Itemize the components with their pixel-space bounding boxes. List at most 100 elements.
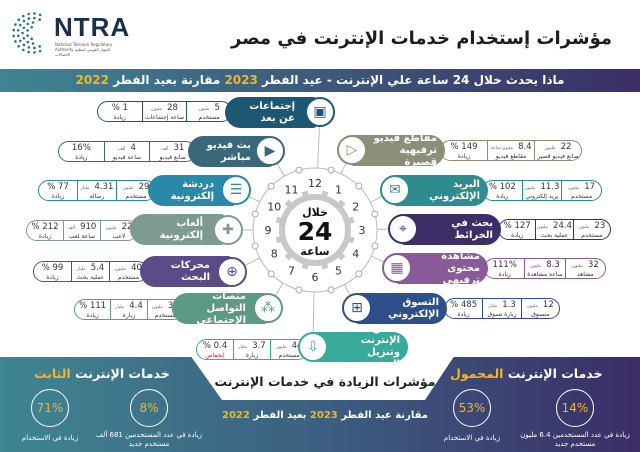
ring-node [327,286,335,294]
stat-value: 0.4 % [202,341,228,351]
banner-year-2022: 2022 [75,73,109,87]
stat-label: ساعة فيديو [112,154,142,161]
mobile-usage-increase: 53% [453,389,491,427]
stat-unit: ألف [118,147,126,152]
stat-label: زيادة [457,311,470,318]
stat-label: زيادة [51,193,65,200]
stat-cell: 11.3 مليون بريد إلكتروني [521,181,562,200]
stat-value: 1.3 [502,300,516,310]
service-title-line: محركات [170,259,210,271]
service-title-line: بحث في [451,217,493,229]
stat-cell: 28 مليون ساعة إجتماعات [141,102,187,121]
stat-label: مستخدم [581,232,603,239]
hour-label: 5 [335,265,342,278]
mobile-usage-label: زيادة في الاستخدام [443,434,501,442]
gamepad-icon: ✚ [213,215,243,245]
browser-download-icon: ⇩ [298,332,328,362]
service-title-line: التسوق [402,296,439,308]
service-stats: 22 مليون صانع فيديو قصير 8.4 مليون ساعة مقا… [440,140,582,161]
service-title-line: ألعاب [176,217,203,229]
stat-cell: 5.4 مليار عملية بحث [71,262,109,281]
page-title: مؤشرات إستخدام خدمات الإنترنت في مصر [231,28,612,49]
stat-label: ساعة إجتماعات [144,114,185,121]
stat-cell: 212 % زيادة [27,221,63,240]
hour-label: 2 [352,201,359,214]
service-title-bar: إجتماعات عن بعد [225,97,317,128]
stat-value: 8.3 [546,260,560,270]
stat-value: 16% [71,143,91,153]
comparison-subtitle: مقارنة عيد الفطر 2023 بعيد الفطر 2022 [222,410,428,421]
stat-value: 11.3 [540,182,560,192]
stat-label: زيارة [245,352,259,359]
stat-cell: 40 مليون مستخدم [109,262,147,281]
service-title-bar: ألعاب إلكترونية [130,214,225,245]
stat-value: 99 % [41,263,64,273]
stat-cell: 149 % زيادة [441,141,487,160]
stat-value: 29 [138,182,150,192]
stat-value: 22 [121,222,133,232]
stat-label: مستخدم [154,312,176,319]
stat-unit: مليون [537,225,548,230]
stat-unit: مليار [115,305,125,310]
stat-cell: 0.4 % إنخفاض [197,340,233,359]
stat-label: صانع فيديو قصير [537,153,579,160]
stat-cell: 77 % زيادة [39,181,77,200]
ring-node [295,166,303,174]
stat-value: 77 % [47,182,69,192]
service-title-line: بث فيديو [206,139,251,151]
stat-label: زيادة [38,233,52,240]
stat-unit: مليون [122,186,134,191]
service-stats: 32 مليون مشاهد 8.3 مليون ساعة مشاهدة 111% زي… [484,258,606,279]
clock-outer-ring [252,167,378,293]
stat-label: عملية بحث [76,274,105,281]
stat-cell: 12 مليون متسوق [520,299,559,318]
fixed-users-increase: 8% [130,389,168,427]
banner-year-2023: 2023 [224,73,258,87]
stat-cell: 102 % زيادة [483,181,522,200]
logo-subtitle: National Telecom Regulatory Authority ال… [55,42,113,57]
ring-node [251,242,259,250]
gift-icon: ▦ [382,253,412,283]
stat-unit: مليار [488,304,498,309]
service-title-line: عن بعد [260,112,296,124]
stat-value: 12 [542,300,554,310]
stat-value: 102 % [488,182,516,192]
stat-label: ساعة لعب [68,233,96,240]
stat-label: زيارة [122,312,136,319]
stat-cell: 23 مليون مستخدم [572,220,610,239]
service-title-line: وتنزيل المحتوى [359,347,400,370]
stat-value: 485 % [450,300,478,310]
service-stats: 17 مليون مستخدم 11.3 مليون بريد إلكتروني 102… [482,180,602,201]
clock-top: خلال [302,206,328,219]
stat-label: متسوق [531,311,550,318]
bottom-background [0,355,640,452]
stat-value: 127 % [503,221,531,231]
chat-icon: ☰ [221,175,251,205]
service-title-bar: منصات التواصل الإجتماعي [172,290,268,326]
service-title-line: منصات التواصل [206,290,246,314]
stat-cell: 485 % زيادة [445,299,482,318]
stat-unit: مليون ساعة [490,146,513,151]
service-title-line: ترفيهية قصيرة [399,144,437,168]
service-title-line: مشاهدة محتوى [441,250,480,274]
stat-label: مشاهد [576,271,594,278]
service-title-bar: مقاطع فيديو ترفيهية قصيرة [350,133,445,168]
clock-gear [279,194,351,266]
stat-label: مستخدم [198,114,220,121]
ring-node [295,286,303,294]
service-stats: 40 مليون مستخدم 5.4 مليار عملية بحث 99 % زيا… [33,261,148,282]
service-title-line: الخرائط [454,229,493,241]
service-title-line: الإلكتروني [388,308,439,320]
service-title-line: دردشة [182,178,214,190]
stat-label: زيادة [457,153,471,160]
hour-label: 4 [352,248,359,261]
stat-value: 111 % [79,301,107,311]
stat-unit: مليار [238,345,248,350]
dotted-globe-icon [12,12,42,54]
stat-cell: 111% زيادة [485,259,524,278]
service-title-line: الإجتماعي [196,314,246,326]
stat-cell: 910 ألف ساعة لعب [63,221,100,240]
stat-cell: 3.7 مليار زيارة [233,340,270,359]
service-title-line: ترفيهي [442,274,480,286]
stat-cell: 1.3 مليار زيارة تسوق [482,299,520,318]
